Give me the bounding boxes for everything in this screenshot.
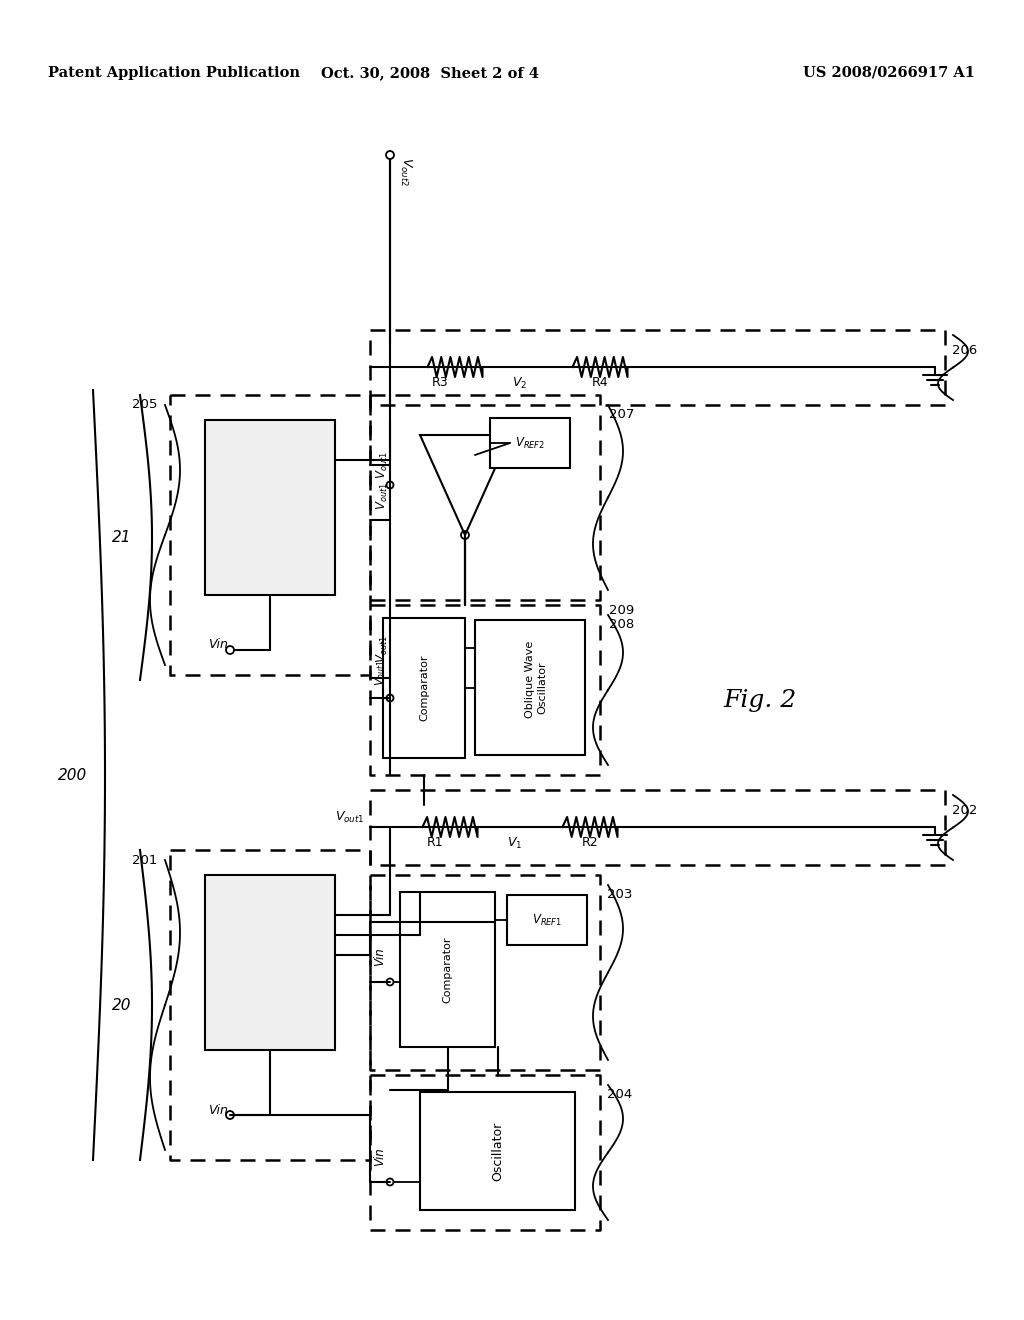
Text: Patent Application Publication: Patent Application Publication — [48, 66, 300, 81]
Polygon shape — [420, 1092, 575, 1210]
Text: Oblique Wave: Oblique Wave — [525, 642, 535, 718]
Text: 206: 206 — [952, 343, 978, 356]
Text: $V_{out1}$: $V_{out1}$ — [336, 809, 365, 825]
Text: R4: R4 — [592, 376, 608, 389]
Text: Vin: Vin — [208, 1104, 228, 1117]
Text: 202: 202 — [952, 804, 978, 817]
Polygon shape — [490, 418, 570, 469]
Polygon shape — [383, 618, 465, 758]
Text: Oct. 30, 2008  Sheet 2 of 4: Oct. 30, 2008 Sheet 2 of 4 — [321, 66, 539, 81]
Text: $V_{REF2}$: $V_{REF2}$ — [515, 436, 545, 450]
Text: 208: 208 — [609, 619, 635, 631]
Text: 204: 204 — [607, 1089, 633, 1101]
Text: Vin: Vin — [208, 639, 228, 652]
Polygon shape — [475, 620, 585, 755]
Text: R1: R1 — [427, 837, 443, 850]
Text: Vin: Vin — [373, 1147, 386, 1167]
Text: $V_{out2}$: $V_{out2}$ — [398, 157, 413, 186]
Text: 20: 20 — [113, 998, 132, 1012]
Text: Oscillator: Oscillator — [490, 1122, 504, 1180]
Text: US 2008/0266917 A1: US 2008/0266917 A1 — [803, 66, 975, 81]
Text: $V_{out1}$: $V_{out1}$ — [375, 451, 390, 479]
Polygon shape — [400, 892, 495, 1047]
Text: 205: 205 — [132, 399, 158, 412]
Text: Fig. 2: Fig. 2 — [723, 689, 797, 711]
Text: Oscillator: Oscillator — [537, 661, 547, 714]
Polygon shape — [205, 420, 335, 595]
Text: Comparator: Comparator — [419, 655, 429, 721]
Text: $V_1$: $V_1$ — [507, 836, 522, 850]
Text: $V_{out1}$: $V_{out1}$ — [375, 635, 390, 663]
Text: R3: R3 — [432, 376, 449, 389]
Text: Comparator: Comparator — [442, 936, 453, 1003]
Text: Vin: Vin — [373, 948, 386, 966]
Text: $V_2$: $V_2$ — [512, 375, 527, 391]
Text: R2: R2 — [582, 837, 598, 850]
Text: 207: 207 — [609, 408, 635, 421]
Text: 209: 209 — [609, 603, 635, 616]
Text: 200: 200 — [58, 767, 88, 783]
Text: 203: 203 — [607, 888, 633, 902]
Polygon shape — [205, 875, 335, 1049]
Text: 21: 21 — [113, 531, 132, 545]
Text: $V_{out1}$: $V_{out1}$ — [373, 660, 387, 686]
Text: $V_{out1}$: $V_{out1}$ — [375, 482, 390, 510]
Polygon shape — [507, 895, 587, 945]
Text: $V_{REF1}$: $V_{REF1}$ — [531, 912, 562, 928]
Text: 201: 201 — [132, 854, 158, 866]
